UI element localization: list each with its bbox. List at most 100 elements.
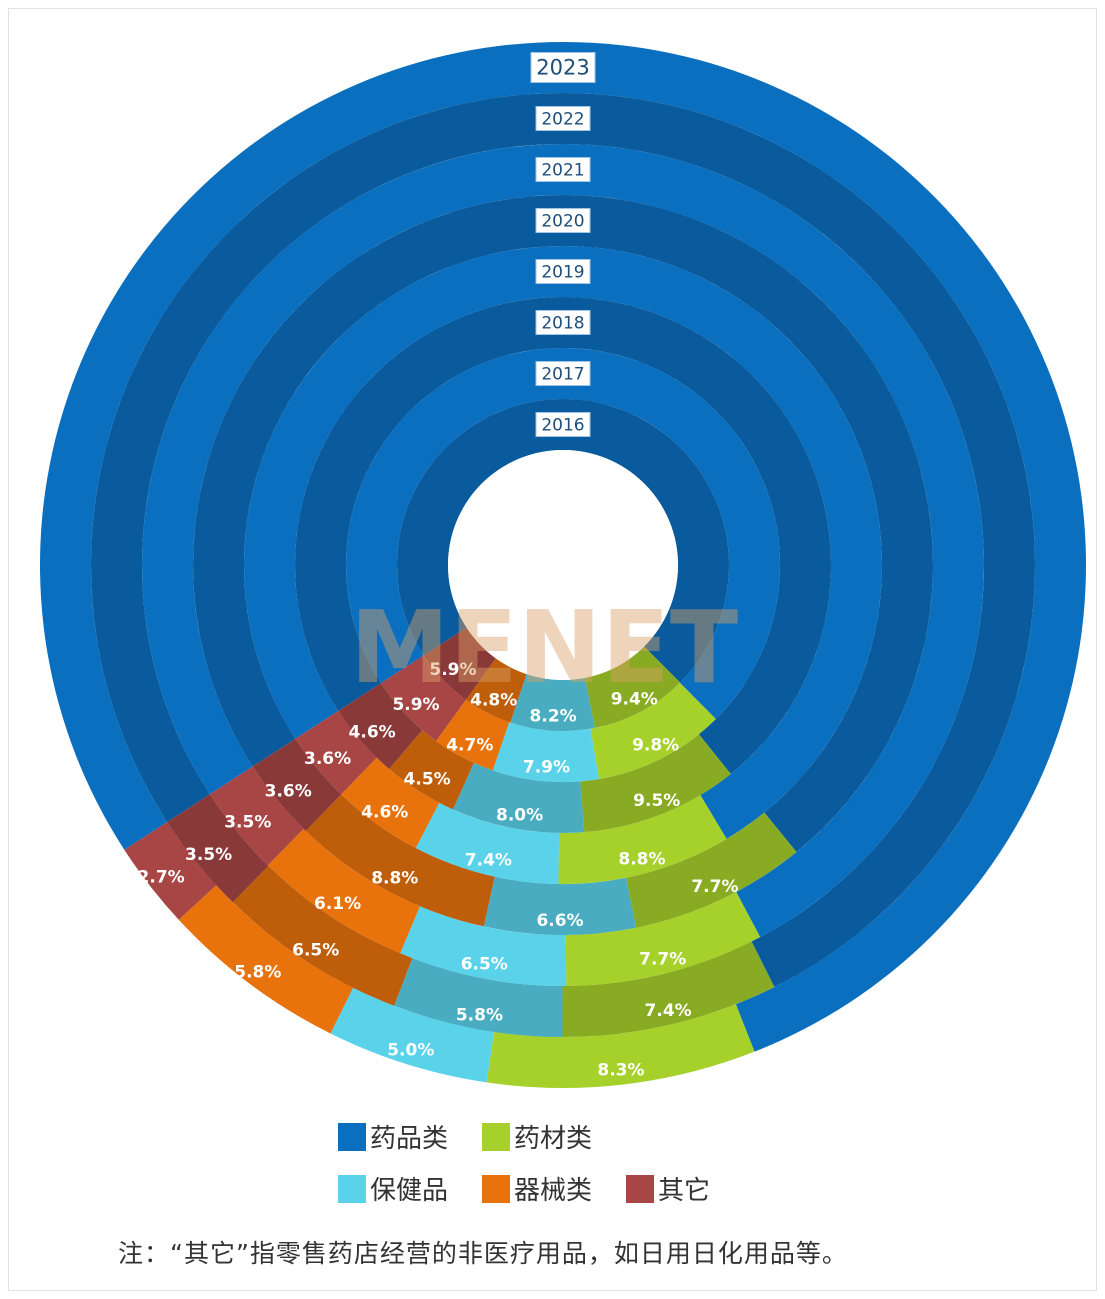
value-label: 5.9% — [429, 660, 476, 680]
value-label: 4.8% — [470, 690, 517, 710]
center-hole — [448, 450, 678, 680]
value-label: 7.4% — [645, 1001, 692, 1021]
ring-segment — [400, 906, 567, 986]
ring-segment — [330, 987, 495, 1083]
ring-segment — [415, 802, 560, 884]
ring-segment — [565, 891, 761, 986]
ring-segment — [562, 941, 775, 1038]
ring-segment — [580, 734, 731, 833]
value-label: 5.9% — [392, 695, 439, 715]
value-label: 3.6% — [304, 749, 351, 769]
year-label: 2018 — [541, 314, 584, 334]
value-label: 5.8% — [456, 1005, 503, 1025]
value-label: 5.8% — [234, 962, 281, 982]
value-label: 8.8% — [371, 869, 418, 889]
year-label: 2023 — [536, 56, 589, 80]
value-label: 9.5% — [633, 791, 680, 811]
ring-segment — [178, 885, 354, 1034]
year-label-box — [530, 52, 596, 83]
value-label: 6.5% — [292, 941, 339, 961]
value-label: 8.2% — [530, 707, 577, 727]
legend-swatch-devices — [482, 1174, 511, 1203]
ring-segment — [381, 655, 466, 742]
ring-segment — [492, 722, 599, 782]
year-label: 2019 — [541, 263, 584, 283]
ring-segment — [193, 194, 934, 853]
value-label: 4.6% — [349, 723, 396, 743]
legend-label-herbs: 药材类 — [514, 1124, 593, 1154]
ring-segment — [252, 738, 342, 831]
ring-segment — [346, 348, 780, 720]
legend-row-2: 保健品 器械类 其它 — [338, 1170, 744, 1207]
ring-segment — [510, 674, 595, 731]
value-label: 4.6% — [361, 802, 408, 822]
year-label-box — [535, 361, 591, 386]
ring-segment — [436, 699, 510, 771]
legend-swatch-drugs — [338, 1122, 366, 1151]
value-label: 3.6% — [265, 781, 312, 801]
ring-segment — [305, 794, 495, 927]
legend-swatch-herbs — [482, 1122, 511, 1151]
ring-segment — [558, 795, 727, 884]
radial-chart: 78.2%8.3%5.0%5.8%2.7%76.7%7.4%5.8%6.5%3.… — [40, 41, 1087, 1088]
ring-segment — [585, 646, 681, 728]
value-label: 5.0% — [387, 1041, 434, 1061]
year-label-box — [535, 259, 591, 284]
year-label: 2017 — [541, 365, 584, 385]
value-label: 7.7% — [639, 950, 686, 970]
footnote: 注：“其它”指零售药店经营的非医疗用品，如日用日化用品等。 — [118, 1239, 848, 1268]
ring-segment — [465, 658, 527, 723]
year-label: 2022 — [541, 110, 584, 130]
value-label: 8.8% — [618, 850, 665, 870]
legend-item-herbs: 药材类 — [482, 1118, 592, 1155]
value-label: 2.7% — [138, 867, 185, 887]
legend-label-devices: 器械类 — [514, 1176, 593, 1206]
ring-segment — [338, 683, 423, 769]
value-label: 7.4% — [465, 851, 512, 871]
value-label: 4.5% — [404, 770, 451, 790]
value-label: 8.3% — [597, 1061, 644, 1081]
value-label: 9.4% — [611, 689, 658, 709]
legend-item-drugs: 药品类 — [338, 1118, 448, 1155]
ring-segment — [124, 822, 217, 920]
value-label: 4.7% — [446, 735, 493, 755]
value-label: 7.9% — [523, 757, 570, 777]
ring-segment — [423, 627, 496, 700]
value-label: 7.7% — [691, 877, 738, 897]
legend-swatch-health — [338, 1174, 366, 1203]
ring-segment — [452, 762, 585, 833]
year-label: 2020 — [541, 212, 584, 232]
value-label: 8.0% — [496, 805, 543, 825]
ring-segment — [167, 794, 269, 903]
ring-segment — [590, 682, 716, 780]
ring-segment — [626, 812, 797, 928]
year-label: 2016 — [541, 416, 584, 436]
year-label-box — [535, 208, 591, 233]
ring-segment — [232, 865, 413, 1006]
legend-item-devices: 器械类 — [482, 1170, 592, 1207]
legend-label-health: 保健品 — [370, 1176, 449, 1206]
legend-item-health: 保健品 — [338, 1170, 448, 1207]
ring-segment — [394, 958, 563, 1037]
year-label-box — [535, 106, 591, 131]
year-label-box — [535, 412, 591, 437]
legend-swatch-other — [626, 1174, 655, 1203]
watermark: MENET — [350, 589, 738, 706]
ring-segment — [209, 766, 304, 866]
value-label: 6.1% — [314, 894, 361, 914]
legend-label-drugs: 药品类 — [370, 1124, 449, 1154]
legend-row-1: 药品类 药材类 — [338, 1118, 626, 1155]
value-label: 3.5% — [185, 845, 232, 865]
value-label: 9.8% — [632, 736, 679, 756]
year-label: 2021 — [541, 161, 584, 181]
legend-label-other: 其它 — [658, 1176, 711, 1206]
value-label: 6.5% — [461, 954, 508, 974]
ring-segment — [397, 398, 730, 683]
ring-segment — [341, 757, 440, 849]
year-label-box — [535, 157, 591, 182]
value-label: 6.6% — [536, 911, 583, 931]
ring-segment — [295, 710, 377, 795]
ring-segment — [483, 876, 637, 935]
legend-item-other: 其它 — [626, 1170, 710, 1207]
ring-segment — [267, 828, 420, 954]
